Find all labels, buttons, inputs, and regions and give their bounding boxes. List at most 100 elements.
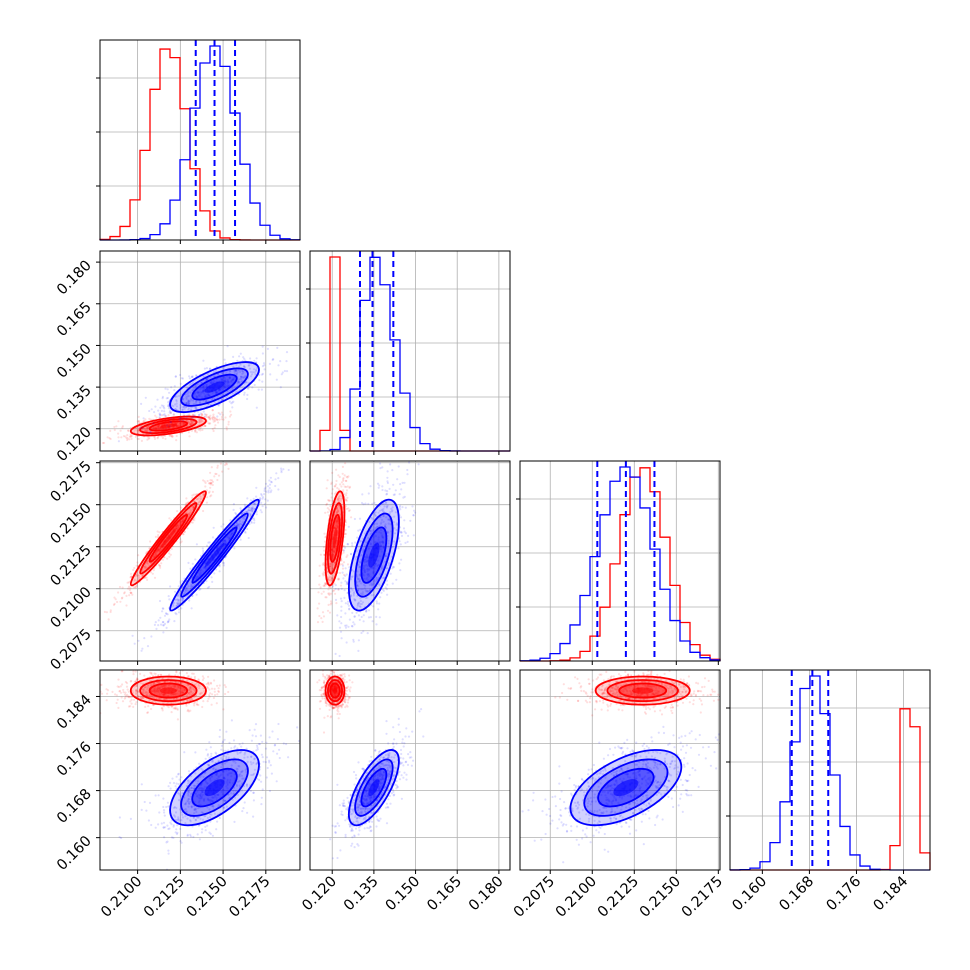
scatter-point: [247, 364, 250, 367]
scatter-point: [330, 492, 334, 495]
scatter-point: [153, 437, 157, 440]
scatter-point: [336, 498, 339, 501]
scatter-point: [199, 497, 202, 500]
scatter-point: [114, 693, 117, 696]
scatter-point: [366, 590, 369, 593]
scatter-point: [129, 572, 133, 576]
scatter-point: [328, 565, 331, 568]
scatter-point: [334, 521, 337, 524]
scatter-point: [120, 597, 123, 600]
scatter-point: [344, 602, 347, 605]
scatter-point: [399, 530, 402, 533]
scatter-point: [105, 699, 108, 702]
scatter-point: [322, 571, 325, 574]
scatter-point: [199, 429, 202, 432]
scatter-point: [185, 586, 188, 589]
scatter-point: [386, 453, 388, 455]
scatter-point: [179, 417, 182, 420]
scatter-point: [343, 474, 346, 477]
scatter-point: [362, 564, 365, 568]
scatter-point: [193, 393, 196, 396]
scatter-point: [167, 401, 170, 404]
scatter-point: [364, 584, 367, 587]
scatter-point: [205, 501, 208, 504]
scatter-point: [328, 564, 332, 568]
scatter-point: [155, 553, 158, 556]
scatter-point: [157, 426, 160, 429]
scatter-point: [191, 585, 194, 588]
scatter-point: [231, 401, 234, 404]
scatter-point: [200, 418, 203, 421]
scatter-point: [337, 509, 340, 512]
scatter-point: [169, 666, 171, 668]
scatter-point: [239, 507, 242, 510]
scatter-point: [397, 465, 400, 468]
scatter-point: [357, 639, 360, 642]
scatter-point: [154, 427, 157, 430]
scatter-point: [177, 424, 180, 427]
scatter-point: [353, 623, 356, 626]
scatter-point: [373, 512, 376, 516]
scatter-point: [330, 482, 333, 486]
scatter-point: [186, 395, 189, 398]
scatter-point: [109, 429, 112, 432]
scatter-point: [119, 600, 122, 603]
scatter-point: [241, 370, 245, 373]
scatter-point: [333, 485, 336, 488]
scatter-point: [177, 394, 181, 398]
scatter-point: [370, 531, 373, 535]
scatter-point: [232, 378, 235, 381]
scatter-point: [340, 587, 343, 591]
scatter-point: [391, 509, 394, 512]
scatter-point: [153, 555, 156, 558]
scatter-point: [224, 386, 227, 389]
scatter-point: [372, 572, 375, 575]
scatter-point: [168, 410, 172, 413]
scatter-point: [351, 625, 354, 628]
scatter-point: [386, 481, 389, 485]
scatter-point: [352, 640, 355, 643]
scatter-point: [329, 603, 332, 606]
scatter-point: [342, 561, 346, 564]
scatter-point: [156, 550, 159, 553]
scatter-point: [363, 571, 366, 574]
scatter-point: [146, 426, 149, 429]
scatter-point: [169, 420, 172, 423]
scatter-point: [166, 621, 169, 624]
scatter-point: [192, 493, 196, 496]
scatter-point: [222, 561, 225, 564]
scatter-point: [119, 429, 122, 432]
scatter-point: [342, 483, 345, 486]
scatter-point: [261, 380, 264, 383]
scatter-point: [224, 463, 227, 467]
scatter-point: [317, 591, 320, 594]
scatter-point: [246, 527, 249, 531]
scatter-point: [204, 394, 208, 397]
scatter-point: [173, 389, 176, 392]
scatter-point: [406, 468, 409, 472]
scatter-point: [406, 540, 409, 544]
scatter-point: [336, 510, 340, 513]
scatter-point: [146, 578, 149, 582]
scatter-point: [187, 408, 190, 411]
scatter-point: [378, 616, 381, 619]
scatter-point: [117, 432, 120, 435]
scatter-point: [365, 577, 368, 581]
scatter-point: [373, 582, 376, 585]
scatter-point: [167, 595, 170, 598]
scatter-point: [411, 505, 414, 508]
scatter-point: [202, 384, 206, 388]
scatter-point: [337, 588, 340, 591]
scatter-point: [197, 392, 200, 395]
scatter-point: [224, 380, 227, 383]
scatter-point: [345, 492, 348, 495]
scatter-point: [239, 363, 242, 366]
scatter-point: [340, 581, 343, 584]
panel-2-2: [516, 460, 721, 665]
scatter-point: [225, 463, 228, 466]
scatter-point: [198, 419, 201, 422]
scatter-point: [169, 412, 172, 415]
scatter-point: [194, 430, 197, 433]
scatter-point: [139, 672, 142, 676]
scatter-point: [154, 554, 157, 557]
